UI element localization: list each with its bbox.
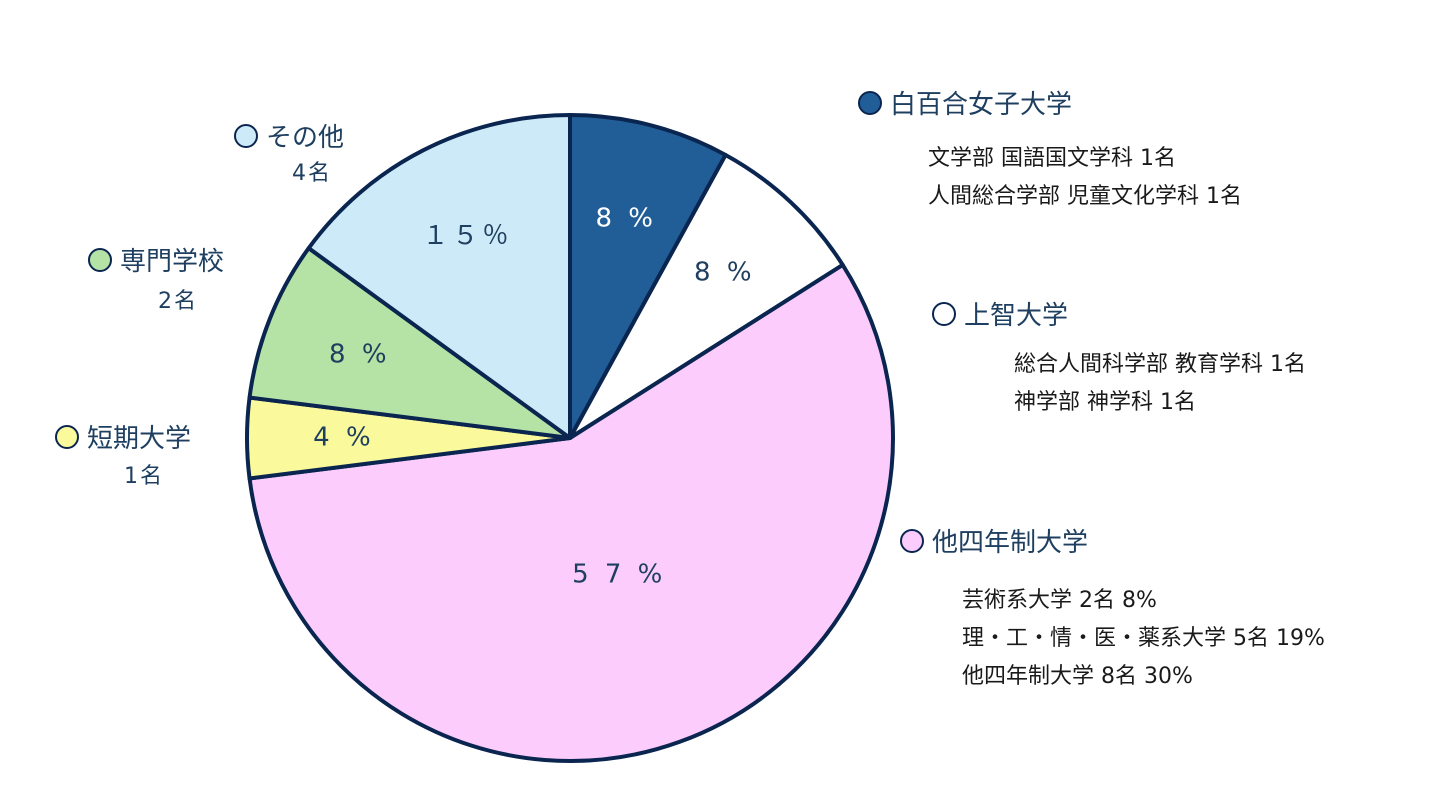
pie-slice	[568, 113, 728, 440]
detail-line: 他四年制大学 8名 30%	[962, 664, 1193, 689]
legend-others: その他	[234, 117, 344, 154]
slice-value-label: 4 %	[313, 423, 375, 453]
legend-sophia-details: 総合人間科学部 教育学科 1名 神学部 神学科 1名	[1014, 346, 1306, 422]
slice-value-label: １５％	[422, 221, 512, 251]
detail-line: 文学部 国語国文学科 1名	[928, 146, 1176, 171]
detail-line: 神学部 神学科 1名	[1014, 390, 1196, 415]
legend-other-4yr-dot	[900, 528, 924, 553]
legend-others-count: 4名	[292, 161, 332, 186]
detail-line: 芸術系大学 2名 8%	[962, 588, 1157, 613]
legend-vocational-count: 2名	[158, 289, 198, 314]
legend-vocational-name: 専門学校	[120, 247, 225, 277]
detail-line: 総合人間科学部 教育学科 1名	[1014, 352, 1306, 377]
legend-sophia: 上智大学	[932, 295, 1068, 332]
legend-vocational: 専門学校	[88, 241, 224, 278]
legend-shirayuri-dot	[858, 90, 882, 115]
legend-other-4yr: 他四年制大学	[900, 522, 1088, 559]
legend-shirayuri: 白百合女子大学	[858, 84, 1072, 121]
legend-sophia-name: 上智大学	[964, 301, 1069, 331]
legend-shirayuri-name: 白百合女子大学	[890, 90, 1073, 120]
legend-sophia-dot	[932, 301, 956, 326]
legend-others-name: その他	[266, 123, 345, 153]
legend-junior-college-dot	[55, 424, 79, 449]
legend-junior-college-count: 1名	[124, 464, 164, 489]
legend-others-dot	[234, 123, 258, 148]
legend-junior-college: 短期大学	[55, 418, 191, 455]
legend-vocational-dot	[88, 247, 112, 272]
pie-slice	[568, 152, 845, 440]
legend-shirayuri-details: 文学部 国語国文学科 1名 人間総合学部 児童文化学科 1名	[928, 140, 1242, 216]
slice-value-label: 8 %	[694, 258, 756, 288]
slice-value-label: 5 7 %	[572, 559, 666, 589]
pie-slice	[247, 246, 572, 440]
legend-junior-college-name: 短期大学	[87, 424, 192, 454]
legend-other-4yr-details: 芸術系大学 2名 8% 理・工・情・医・薬系大学 5名 19% 他四年制大学 8…	[962, 582, 1325, 696]
detail-line: 理・工・情・医・薬系大学 5名 19%	[962, 626, 1325, 651]
detail-line: 人間総合学部 児童文化学科 1名	[928, 184, 1242, 209]
pie-slice	[306, 113, 572, 440]
legend-other-4yr-name: 他四年制大学	[932, 528, 1089, 558]
slice-value-label: 8 %	[329, 339, 391, 369]
pie-slice	[247, 262, 895, 763]
slice-value-label: 8 %	[595, 204, 657, 234]
